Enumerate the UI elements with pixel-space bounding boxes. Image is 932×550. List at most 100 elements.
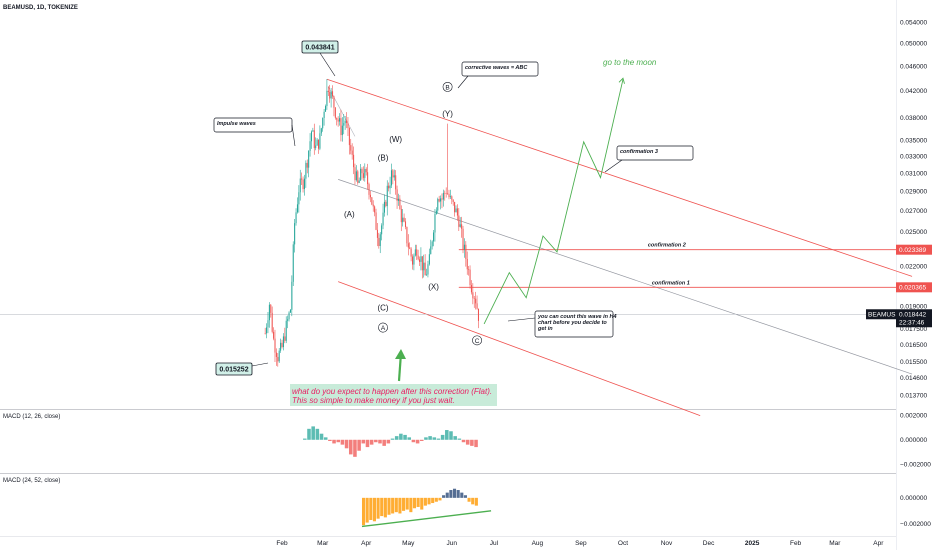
macd2-bar	[467, 497, 471, 502]
candle-body	[416, 249, 418, 256]
time-tick-label: Feb	[790, 540, 802, 547]
candle-body	[400, 208, 402, 223]
candle-body	[368, 184, 370, 195]
candle-body	[308, 150, 310, 168]
candle-body	[357, 171, 359, 183]
candle-body	[456, 208, 458, 216]
macd1-bar	[303, 438, 307, 440]
time-tick-label: Mar	[829, 540, 841, 547]
macd1-bar	[344, 439, 349, 449]
price-tick-label: 0.035000	[900, 138, 927, 145]
candle-body	[351, 150, 353, 155]
candle-body	[469, 269, 471, 286]
h4-note: you can count this wave in H4 chart befor…	[537, 314, 617, 332]
candle-body	[322, 117, 324, 129]
channel-upper-line	[326, 78, 913, 277]
macd1-bar	[361, 439, 366, 444]
time-tick-label: Jun	[447, 540, 458, 547]
macd1-bar	[319, 433, 324, 440]
candle-body	[386, 185, 388, 207]
candle-body	[461, 224, 463, 229]
candle-body	[369, 194, 371, 198]
macd1-bar	[424, 437, 428, 440]
candle-body	[438, 199, 440, 202]
macd1-bar	[365, 439, 370, 448]
time-tick-label: Mar	[317, 540, 329, 547]
price-axis-badge-label: 0.020365	[899, 285, 926, 292]
candle-body	[440, 198, 442, 202]
candle-body	[476, 303, 478, 309]
macd1-bar	[411, 439, 416, 443]
macd2-bar	[376, 497, 380, 519]
candle-body	[431, 241, 433, 247]
candle-body	[427, 264, 429, 275]
impulse-waves-note: Impulse waves	[217, 121, 256, 127]
candle-body	[309, 141, 311, 151]
candle-body	[434, 213, 436, 233]
candle-body	[295, 212, 297, 224]
candle-body	[465, 244, 467, 259]
macd2-bar	[471, 497, 475, 505]
time-tick-label: 2025	[745, 540, 760, 547]
candle-body	[410, 248, 412, 257]
macd2-bar	[452, 488, 457, 498]
candle-body	[451, 196, 453, 200]
macd2-bar	[434, 497, 438, 502]
time-tick-label: Feb	[276, 540, 288, 547]
candle-body	[284, 336, 286, 341]
candle-body	[346, 120, 348, 123]
macd1-bar	[357, 439, 361, 451]
macd2-bar	[423, 497, 427, 506]
candle-body	[376, 229, 378, 238]
candle-body	[466, 258, 468, 270]
candle-body	[372, 204, 374, 207]
macd2-bar	[438, 497, 442, 501]
macd1-bar	[307, 428, 311, 440]
price-tick-label: 0.025000	[900, 229, 927, 236]
confirmation-3-note: confirmation 3	[620, 149, 658, 155]
candle-body	[435, 210, 437, 214]
macd2-bar	[398, 497, 402, 514]
macd2-bar	[416, 497, 420, 507]
time-axis[interactable]: Feb Mar Apr May Jun Jul Aug Sep Oct Nov Dec 2025 Feb…	[276, 540, 884, 547]
macd2-bar	[474, 497, 478, 506]
h4-note-line: get in	[537, 326, 553, 332]
candle-body	[315, 145, 317, 149]
candle-body	[379, 234, 381, 246]
price-axis[interactable]: 0.013700 0.014600 0.015500 0.016500 0.017500…	[900, 20, 931, 528]
candle-body	[468, 269, 470, 270]
candle-body	[472, 292, 474, 299]
macd1-tick-label: 0.002000	[900, 413, 927, 420]
h4-note-box	[534, 310, 614, 338]
time-tick-label: Sep	[575, 540, 587, 547]
candle-body	[374, 206, 376, 213]
wave-label: (C)	[377, 303, 388, 312]
candle-body	[273, 331, 275, 339]
macd2-bar	[380, 497, 384, 517]
candle-body	[419, 259, 421, 262]
candle-body	[433, 232, 435, 242]
candle-body	[475, 298, 477, 304]
candle-body	[281, 342, 283, 348]
macd1-bar	[328, 439, 332, 441]
candle-body	[348, 127, 350, 146]
macd1-bar	[415, 439, 420, 444]
price-tick-label: 0.015500	[900, 359, 927, 366]
candle-body	[393, 175, 395, 178]
candle-body	[337, 119, 339, 122]
last-price-value: 0.018442	[899, 312, 926, 319]
channel-mid-line	[338, 179, 913, 375]
price-tick-label: 0.046000	[900, 63, 927, 70]
macd2-bar	[442, 495, 446, 498]
candle-body	[344, 120, 346, 124]
candle-body	[458, 215, 460, 227]
confirmation-3-note-box	[616, 145, 694, 161]
macd1-title: MACD (12, 26, close)	[3, 414, 60, 420]
macd2-bar	[463, 495, 467, 498]
price-tick-label: 0.016500	[900, 342, 927, 349]
candle-body	[301, 178, 303, 180]
candle-body	[353, 154, 355, 168]
confirmation-label: confirmation 1	[652, 280, 690, 286]
candle-body	[292, 244, 294, 282]
